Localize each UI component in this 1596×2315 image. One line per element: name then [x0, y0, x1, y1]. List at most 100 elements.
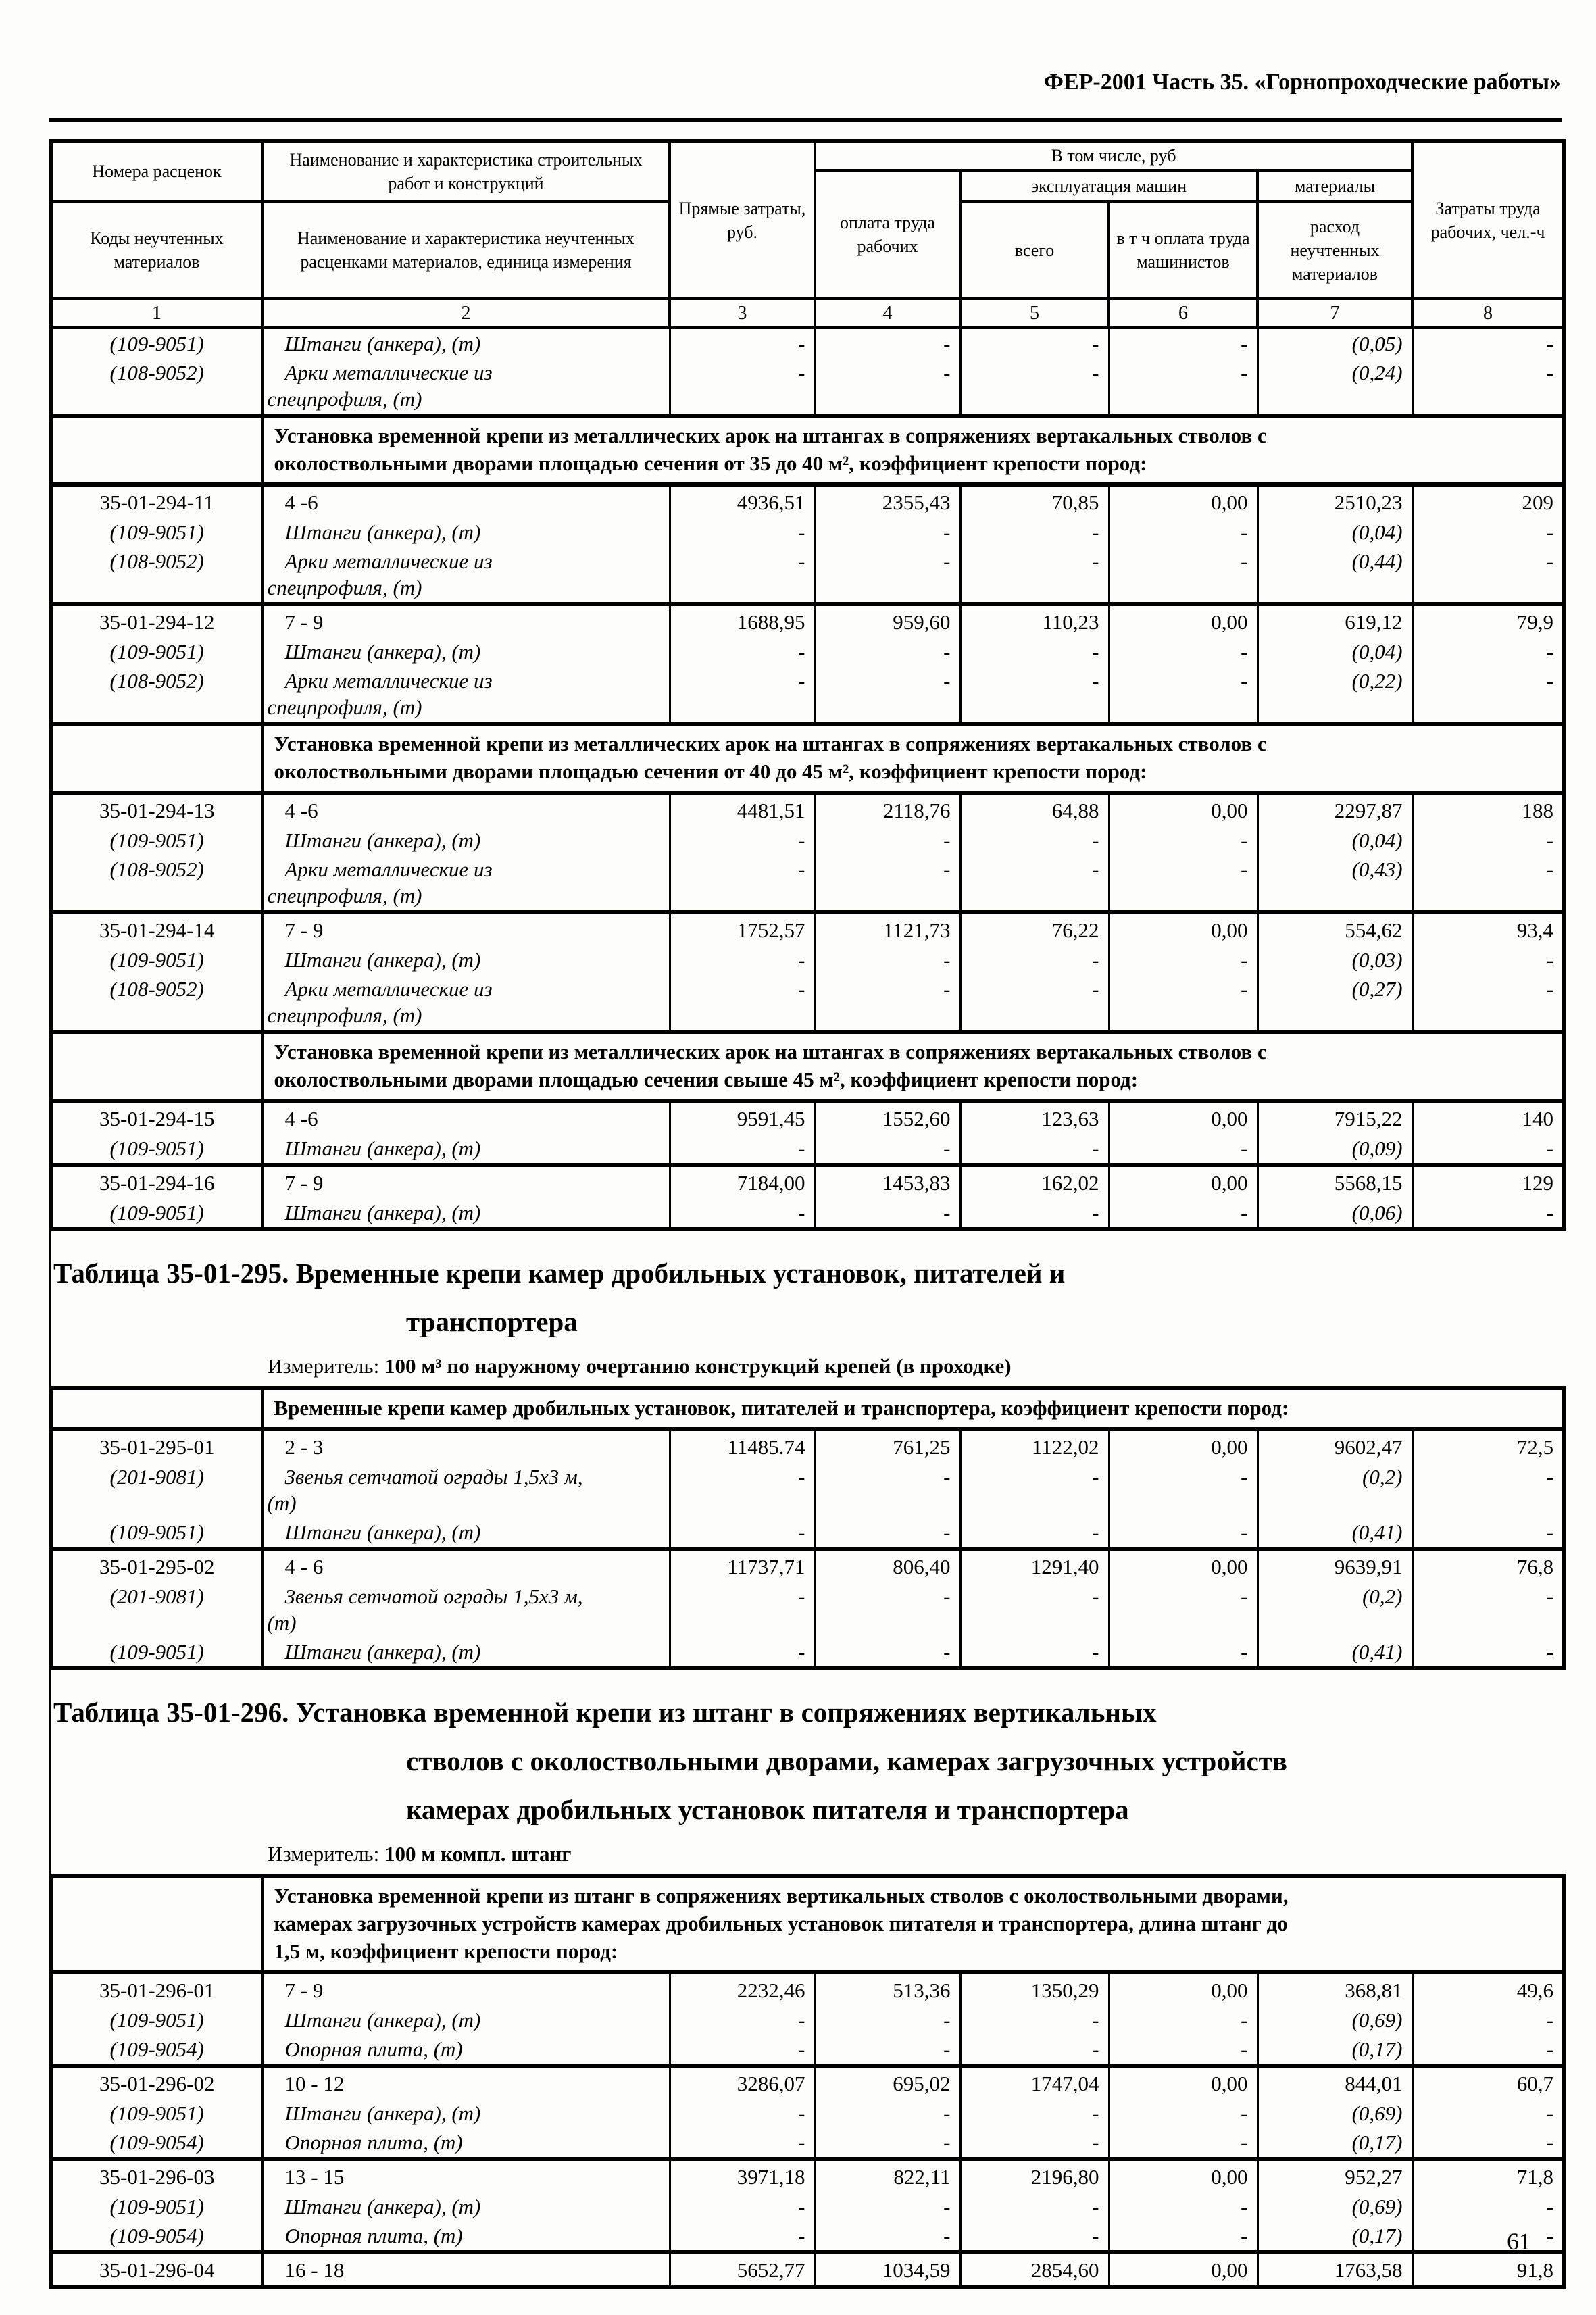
value-cell: - [1411, 2099, 1566, 2128]
code-cell: (109-9054) [49, 2128, 264, 2159]
description-cell: 4 -6 [261, 791, 671, 826]
description-cell: Опорная плита, (т) [261, 2035, 671, 2066]
value-cell: - [959, 2192, 1110, 2221]
value-cell: - [1107, 547, 1259, 604]
value-cell: (0,41) [1256, 1637, 1414, 1668]
code-cell: (109-9051) [49, 2192, 264, 2221]
value-cell: 91,8 [1411, 2250, 1566, 2287]
material-row: (109-9051) Штанги (анкера), (т) - - - - (0,05)… [49, 328, 1566, 358]
value-cell: - [814, 328, 962, 358]
value-cell: - [668, 2128, 816, 2159]
rate-row: 35-01-295-01 2 - 3 11485.74 761,25 1122,02 0,… [49, 1427, 1566, 1462]
value-cell: - [668, 2192, 816, 2221]
value-cell: - [959, 2006, 1110, 2035]
value-cell: 7915,22 [1256, 1099, 1414, 1134]
description-cell: Штанги (анкера), (т) [261, 2192, 671, 2221]
value-cell: 1688,95 [668, 602, 816, 637]
material-row: (109-9051) Штанги (анкера), (т) - - - - (0,09)… [49, 1134, 1566, 1165]
description-cell: 7 - 9 [261, 1970, 671, 2006]
value-cell: - [668, 518, 816, 547]
value-cell: 0,00 [1107, 1427, 1259, 1462]
value-cell: 79,9 [1411, 602, 1566, 637]
value-cell: - [1107, 826, 1259, 855]
table-295-title: Таблица 35-01-295. Временные крепи камер… [53, 1258, 1066, 1337]
value-cell: 368,81 [1256, 1970, 1414, 2006]
value-cell: - [1107, 2035, 1259, 2066]
value-cell: 5652,77 [668, 2250, 816, 2287]
value-cell: - [814, 2035, 962, 2066]
rates-table-header: Номера расценок Наименование и характери… [49, 139, 1566, 329]
material-row: (108-9052) Арки металлические из спецпроф… [49, 547, 1566, 604]
value-cell: - [1107, 1637, 1259, 1668]
material-row: (109-9051) Штанги (анкера), (т) - - - - (0,04)… [49, 637, 1566, 666]
value-cell: 1121,73 [814, 910, 962, 945]
col-header-machines-total: всего [959, 200, 1110, 300]
value-cell: 2196,80 [959, 2157, 1110, 2192]
value-cell: 123,63 [959, 1099, 1110, 1134]
value-cell: - [1411, 974, 1566, 1032]
material-row: (109-9051) Штанги (анкера), (т) - - - - (0,04)… [49, 826, 1566, 855]
value-cell: - [668, 945, 816, 974]
value-cell: - [668, 2006, 816, 2035]
description-cell: Арки металлические из спецпрофиля, (т) [261, 855, 671, 912]
column-number: 5 [959, 297, 1110, 329]
code-cell: (109-9051) [49, 1518, 264, 1549]
code-cell: (109-9051) [49, 1134, 264, 1165]
col-header-labor-costs: Затраты труда рабочих, чел.-ч [1411, 139, 1566, 300]
code-cell: 35-01-294-12 [49, 602, 264, 637]
value-cell: 1291,40 [959, 1547, 1110, 1582]
value-cell: - [814, 547, 962, 604]
description-cell: Арки металлические из спецпрофиля, (т) [261, 358, 671, 416]
material-row: (201-9081) Звенья сетчатой ограды 1,5х3 м… [49, 1582, 1566, 1637]
code-cell: (109-9051) [49, 2006, 264, 2035]
value-cell: - [1107, 2099, 1259, 2128]
value-cell: - [959, 328, 1110, 358]
description-cell: Штанги (анкера), (т) [261, 2006, 671, 2035]
value-cell: - [668, 637, 816, 666]
col-group-including: В том числе, руб [813, 139, 1414, 172]
value-cell: 761,25 [814, 1427, 962, 1462]
value-cell: 76,22 [959, 910, 1110, 945]
page-number: 61 [1507, 2228, 1531, 2255]
description-cell: 4 -6 [261, 482, 671, 518]
code-cell: (109-9054) [49, 2221, 264, 2252]
col-header-material-codes: Коды неучтенных материалов [49, 200, 264, 300]
value-cell: (0,22) [1256, 666, 1414, 724]
value-cell: - [1411, 518, 1566, 547]
value-cell: - [1411, 328, 1566, 358]
code-cell: (109-9051) [49, 826, 264, 855]
material-row: (109-9051) Штанги (анкера), (т) - - - - (0,41)… [49, 1637, 1566, 1668]
column-number: 4 [814, 297, 962, 329]
value-cell: - [814, 1582, 962, 1637]
material-row: (109-9051) Штанги (анкера), (т) - - - - (0,69)… [49, 2006, 1566, 2035]
col-header-direct-costs: Прямые затраты, руб. [668, 139, 816, 300]
value-cell: 2854,60 [959, 2250, 1110, 2287]
code-cell: 35-01-294-13 [49, 791, 264, 826]
value-cell: - [959, 1637, 1110, 1668]
value-cell: - [668, 1582, 816, 1637]
value-cell: - [668, 1518, 816, 1549]
value-cell: 3286,07 [668, 2064, 816, 2099]
value-cell: 7184,00 [668, 1163, 816, 1198]
material-row: (109-9051) Штанги (анкера), (т) - - - - (0,69)… [49, 2192, 1566, 2221]
value-cell: (0,69) [1256, 2006, 1414, 2035]
value-cell: - [1107, 1198, 1259, 1229]
description-cell: Арки металлические из спецпрофиля, (т) [261, 974, 671, 1032]
col-header-material-description: Наименование и характеристика неучтенных… [261, 200, 671, 300]
value-cell: 1122,02 [959, 1427, 1110, 1462]
rate-row: 35-01-294-16 7 - 9 7184,00 1453,83 162,02 0,0… [49, 1163, 1566, 1198]
value-cell: 554,62 [1256, 910, 1414, 945]
value-cell: 0,00 [1107, 1163, 1259, 1198]
value-cell: 513,36 [814, 1970, 962, 2006]
description-cell: Арки металлические из спецпрофиля, (т) [261, 547, 671, 604]
description-cell: Штанги (анкера), (т) [261, 637, 671, 666]
value-cell: - [814, 666, 962, 724]
section-header-row: Установка временной крепи из металлическ… [49, 1030, 1566, 1101]
value-cell: - [668, 826, 816, 855]
value-cell: - [814, 2192, 962, 2221]
value-cell: 9639,91 [1256, 1547, 1414, 1582]
rate-row: 35-01-294-15 4 -6 9591,45 1552,60 123,63 0,00… [49, 1099, 1566, 1134]
value-cell: - [959, 826, 1110, 855]
value-cell: - [1411, 1198, 1566, 1229]
meter-value: 100 м³ по наружному очертанию конструкци… [384, 1354, 1012, 1378]
